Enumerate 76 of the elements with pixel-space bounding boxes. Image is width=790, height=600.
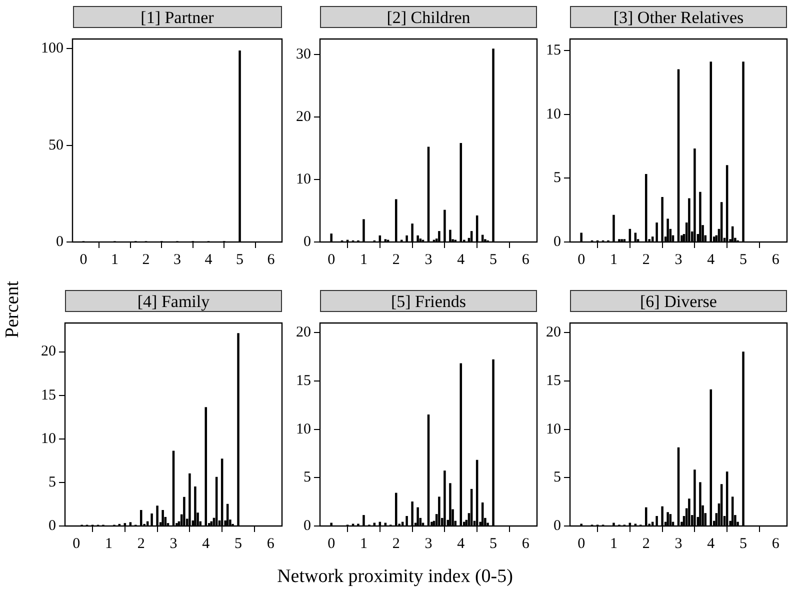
x-tick-label: 5 bbox=[490, 252, 498, 268]
x-tick-label: 4 bbox=[202, 536, 210, 552]
x-tick-label: 3 bbox=[674, 536, 682, 552]
y-tick-label: 15 bbox=[41, 387, 56, 404]
x-tick-label: 3 bbox=[424, 252, 432, 268]
x-tick-label: 2 bbox=[642, 536, 650, 552]
x-tick-label: 0 bbox=[328, 536, 336, 552]
x-tick-label: 6 bbox=[522, 252, 530, 268]
x-tick-label: 1 bbox=[610, 536, 618, 552]
y-tick-label: 10 bbox=[546, 106, 561, 122]
x-tick-label: 0 bbox=[578, 536, 586, 552]
y-tick-label: 0 bbox=[554, 518, 561, 534]
y-tick-label: 0 bbox=[304, 234, 311, 250]
y-tick-label: 5 bbox=[304, 470, 311, 486]
x-tick-label: 4 bbox=[457, 252, 466, 268]
y-tick-label: 50 bbox=[48, 137, 64, 154]
x-tick-label: 3 bbox=[170, 536, 178, 552]
y-tick-label: 10 bbox=[296, 421, 311, 438]
x-tick-label: 5 bbox=[234, 536, 242, 552]
chart-title: [2] Children bbox=[320, 6, 537, 28]
x-tick-label: 6 bbox=[772, 252, 780, 268]
y-tick-label: 0 bbox=[304, 518, 311, 534]
x-tick-label: 6 bbox=[267, 252, 276, 268]
x-tick-label: 1 bbox=[104, 536, 112, 552]
x-tick-label: 0 bbox=[72, 536, 80, 552]
chart-title: [1] Partner bbox=[72, 6, 282, 28]
y-tick-label: 30 bbox=[296, 46, 311, 63]
y-tick-label: 10 bbox=[41, 430, 56, 447]
y-tick-label: 15 bbox=[296, 372, 311, 389]
x-tick-label: 6 bbox=[266, 536, 275, 552]
chart-title: [4] Family bbox=[65, 290, 282, 312]
x-tick-label: 5 bbox=[236, 252, 244, 268]
x-tick-label: 5 bbox=[490, 536, 498, 552]
y-tick-label: 0 bbox=[56, 234, 64, 250]
y-axis-title: Percent bbox=[2, 280, 24, 340]
x-tick-label: 6 bbox=[772, 536, 780, 552]
y-tick-label: 0 bbox=[554, 234, 561, 250]
y-tick-label: 10 bbox=[546, 421, 561, 438]
x-axis-title: Network proximity index (0-5) bbox=[276, 566, 514, 588]
x-tick-label: 2 bbox=[392, 252, 400, 268]
x-tick-label: 5 bbox=[740, 252, 748, 268]
y-tick-label: 10 bbox=[296, 171, 311, 188]
chart-title: [6] Diverse bbox=[570, 290, 787, 312]
y-tick-label: 5 bbox=[554, 470, 561, 486]
y-tick-label: 20 bbox=[296, 109, 311, 126]
y-tick-label: 5 bbox=[48, 474, 56, 490]
x-tick-label: 4 bbox=[457, 536, 466, 552]
y-tick-label: 0 bbox=[48, 518, 56, 534]
y-tick-label: 20 bbox=[296, 324, 311, 341]
y-tick-label: 20 bbox=[546, 324, 561, 341]
x-tick-label: 4 bbox=[707, 536, 716, 552]
y-tick-label: 15 bbox=[546, 42, 561, 58]
x-tick-label: 3 bbox=[424, 536, 432, 552]
x-tick-label: 6 bbox=[522, 536, 530, 552]
y-tick-label: 5 bbox=[554, 170, 561, 186]
x-tick-label: 3 bbox=[174, 252, 181, 268]
y-tick-label: 100 bbox=[41, 40, 64, 57]
y-tick-label: 15 bbox=[546, 372, 561, 389]
x-tick-label: 4 bbox=[204, 252, 213, 268]
x-tick-label: 1 bbox=[110, 252, 118, 268]
x-tick-label: 3 bbox=[674, 252, 682, 268]
chart-title: [3] Other Relatives bbox=[570, 6, 787, 28]
x-tick-label: 0 bbox=[328, 252, 336, 268]
x-tick-label: 2 bbox=[137, 536, 145, 552]
x-tick-label: 2 bbox=[642, 252, 650, 268]
x-tick-label: 1 bbox=[360, 252, 368, 268]
x-tick-label: 1 bbox=[610, 252, 618, 268]
y-tick-label: 20 bbox=[41, 344, 56, 360]
x-tick-label: 2 bbox=[142, 252, 150, 268]
chart-title: [5] Friends bbox=[320, 290, 537, 312]
x-tick-label: 1 bbox=[360, 536, 368, 552]
x-tick-label: 4 bbox=[707, 252, 716, 268]
x-tick-label: 0 bbox=[80, 252, 88, 268]
x-tick-label: 5 bbox=[740, 536, 748, 552]
x-tick-label: 2 bbox=[392, 536, 400, 552]
x-tick-label: 0 bbox=[578, 252, 586, 268]
